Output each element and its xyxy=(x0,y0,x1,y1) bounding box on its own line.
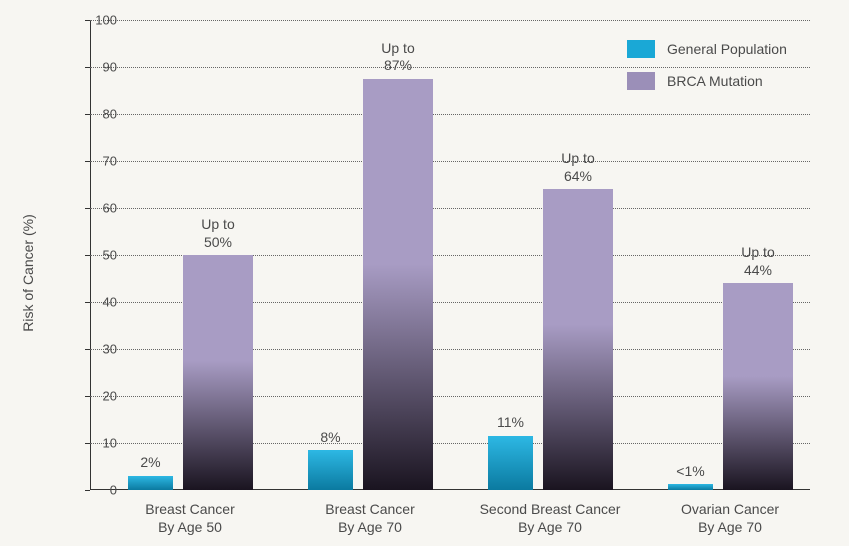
bar-group: 8%Up to87%Breast CancerBy Age 70 xyxy=(290,20,450,490)
y-tick-label: 50 xyxy=(77,248,117,263)
bar-label-brca: Up to64% xyxy=(561,150,594,185)
bar-label-general: <1% xyxy=(676,463,704,481)
bar-group: 11%Up to64%Second Breast CancerBy Age 70 xyxy=(470,20,630,490)
bar-brca: Up to50% xyxy=(183,255,253,490)
chart-container: 2%Up to50%Breast CancerBy Age 508%Up to8… xyxy=(90,20,830,490)
y-tick-label: 40 xyxy=(77,295,117,310)
bar-label-brca: Up to50% xyxy=(201,216,234,251)
bar-brca: Up to87% xyxy=(363,79,433,490)
legend-swatch-general xyxy=(627,40,655,58)
legend-item-general: General Population xyxy=(627,40,812,58)
x-category-label: Second Breast CancerBy Age 70 xyxy=(480,500,621,536)
legend-label-general: General Population xyxy=(667,41,787,57)
bar-label-general: 2% xyxy=(140,454,160,472)
legend: General Population BRCA Mutation xyxy=(627,40,812,104)
y-tick-label: 30 xyxy=(77,342,117,357)
y-axis-title: Risk of Cancer (%) xyxy=(20,214,36,331)
y-tick-label: 80 xyxy=(77,107,117,122)
bar-general: 8% xyxy=(308,450,353,490)
y-tick-label: 90 xyxy=(77,60,117,75)
bar-group: 2%Up to50%Breast CancerBy Age 50 xyxy=(110,20,270,490)
bar-general: 11% xyxy=(488,436,533,490)
bar-brca: Up to64% xyxy=(543,189,613,490)
bar-label-general: 11% xyxy=(497,414,524,432)
y-tick-label: 100 xyxy=(77,13,117,28)
bar-label-brca: Up to87% xyxy=(381,40,414,75)
legend-label-brca: BRCA Mutation xyxy=(667,73,763,89)
bar-general: <1% xyxy=(668,484,713,490)
y-tick-label: 70 xyxy=(77,154,117,169)
x-category-label: Breast CancerBy Age 70 xyxy=(325,500,414,536)
bar-label-general: 8% xyxy=(320,429,340,447)
y-tick-label: 10 xyxy=(77,436,117,451)
bar-brca: Up to44% xyxy=(723,283,793,490)
bar-label-brca: Up to44% xyxy=(741,244,774,279)
legend-swatch-brca xyxy=(627,72,655,90)
y-tick-label: 20 xyxy=(77,389,117,404)
legend-item-brca: BRCA Mutation xyxy=(627,72,812,90)
x-category-label: Breast CancerBy Age 50 xyxy=(145,500,234,536)
bar-general: 2% xyxy=(128,476,173,490)
y-tick-label: 60 xyxy=(77,201,117,216)
y-tick-label: 0 xyxy=(77,483,117,498)
x-category-label: Ovarian CancerBy Age 70 xyxy=(681,500,779,536)
